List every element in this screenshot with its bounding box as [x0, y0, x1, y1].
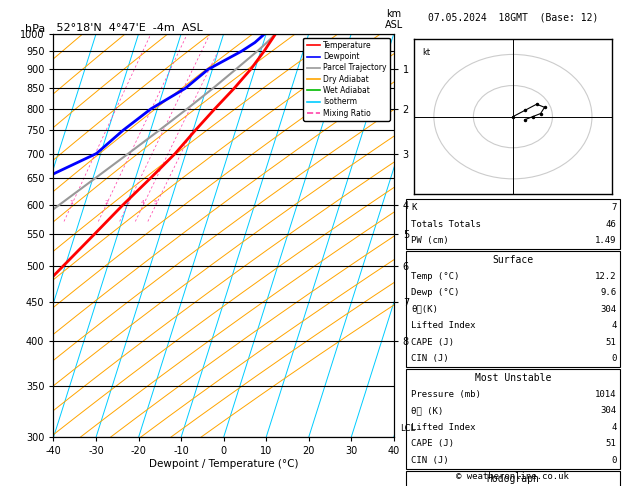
Text: Temp (°C): Temp (°C)	[411, 272, 460, 280]
Text: 5: 5	[154, 200, 158, 205]
Text: 1: 1	[70, 200, 74, 205]
Text: K: K	[411, 203, 416, 212]
Text: 1.49: 1.49	[595, 236, 616, 245]
Legend: Temperature, Dewpoint, Parcel Trajectory, Dry Adiabat, Wet Adiabat, Isotherm, Mi: Temperature, Dewpoint, Parcel Trajectory…	[303, 38, 390, 121]
Text: Surface: Surface	[493, 255, 533, 264]
Text: CAPE (J): CAPE (J)	[411, 439, 454, 448]
Text: Dewp (°C): Dewp (°C)	[411, 288, 460, 297]
Text: hPa: hPa	[25, 24, 45, 34]
Text: 12.2: 12.2	[595, 272, 616, 280]
Text: Totals Totals: Totals Totals	[411, 220, 481, 228]
Text: 0: 0	[611, 354, 616, 363]
Text: 52°18'N  4°47'E  -4m  ASL: 52°18'N 4°47'E -4m ASL	[53, 23, 203, 33]
Text: 304: 304	[600, 406, 616, 415]
Text: Most Unstable: Most Unstable	[475, 373, 551, 382]
Text: 46: 46	[606, 220, 616, 228]
Text: 51: 51	[606, 338, 616, 347]
Text: 7: 7	[611, 203, 616, 212]
Text: 4: 4	[141, 200, 145, 205]
Text: 1014: 1014	[595, 390, 616, 399]
Text: Pressure (mb): Pressure (mb)	[411, 390, 481, 399]
Text: 3: 3	[125, 200, 130, 205]
Text: kt: kt	[422, 48, 430, 57]
Text: CIN (J): CIN (J)	[411, 456, 449, 465]
Text: 51: 51	[606, 439, 616, 448]
Text: CAPE (J): CAPE (J)	[411, 338, 454, 347]
Text: θᴄ(K): θᴄ(K)	[411, 305, 438, 313]
Text: Lifted Index: Lifted Index	[411, 321, 476, 330]
Text: 9.6: 9.6	[600, 288, 616, 297]
Text: © weatheronline.co.uk: © weatheronline.co.uk	[457, 472, 569, 481]
Text: PW (cm): PW (cm)	[411, 236, 449, 245]
Text: CIN (J): CIN (J)	[411, 354, 449, 363]
Text: 2: 2	[104, 200, 108, 205]
X-axis label: Dewpoint / Temperature (°C): Dewpoint / Temperature (°C)	[149, 459, 298, 469]
Text: 0: 0	[611, 456, 616, 465]
Text: 4: 4	[611, 423, 616, 432]
Text: Hodograph: Hodograph	[486, 474, 539, 484]
Text: Lifted Index: Lifted Index	[411, 423, 476, 432]
Text: 07.05.2024  18GMT  (Base: 12): 07.05.2024 18GMT (Base: 12)	[428, 12, 598, 22]
Text: km
ASL: km ASL	[384, 9, 403, 30]
Text: θᴄ (K): θᴄ (K)	[411, 406, 443, 415]
Text: LCL: LCL	[401, 424, 416, 434]
Text: 4: 4	[611, 321, 616, 330]
Text: 304: 304	[600, 305, 616, 313]
